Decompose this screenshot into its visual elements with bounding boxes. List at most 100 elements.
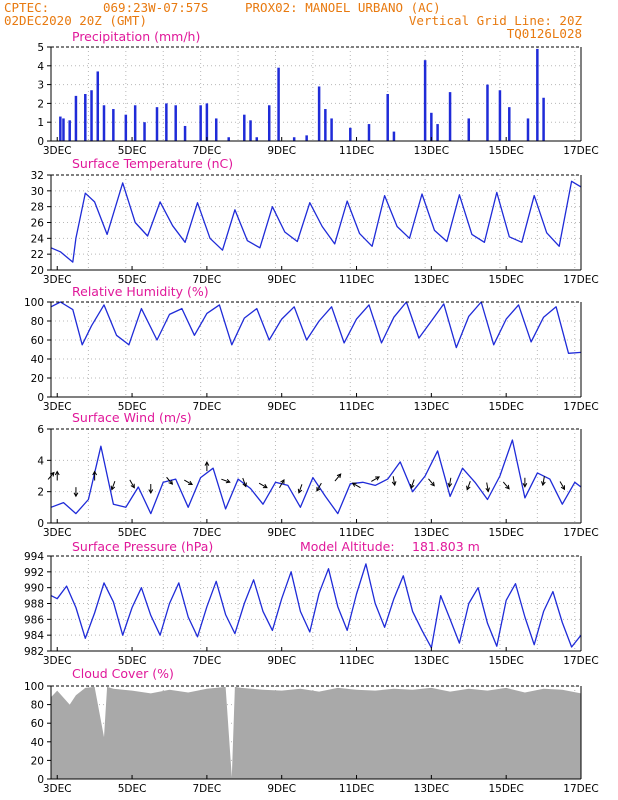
wind-arrow-head [73, 492, 79, 498]
precipitation-bar [205, 103, 209, 141]
pressure-ytick-label: 982 [24, 646, 44, 658]
temperature-panel: 20 22 24 26 28 30 32 3DEC 5DEC 7DEC 9DEC 11DEC 13DEC… [31, 156, 599, 286]
wind-arrow [466, 481, 471, 491]
wind-arrow-head [316, 486, 321, 492]
wind-arrow-head [297, 488, 303, 494]
wind-arrow [279, 479, 285, 488]
wind-arrow [447, 477, 453, 488]
wind-arrow-head [336, 473, 342, 479]
temperature-xtick-label: 3DEC [43, 274, 72, 286]
precipitation-xtick-label: 17DEC [563, 145, 598, 157]
wind-xtick-label: 7DEC [193, 527, 222, 539]
humidity-xtick-label: 11DEC [339, 401, 374, 413]
wind-arrow [242, 477, 247, 488]
precipitation-bar [292, 137, 296, 141]
precipitation-bar [277, 67, 280, 141]
precipitation-bar [430, 112, 433, 141]
temperature-xtick-label: 15DEC [488, 274, 523, 286]
precipitation-bar [133, 105, 137, 141]
precipitation-bar [423, 60, 427, 141]
precipitation-bar [330, 118, 333, 141]
humidity-ytick-label: 0 [37, 392, 44, 404]
wind-arrow-shaft [316, 482, 322, 492]
wind-arrow-head [168, 480, 174, 485]
header-grid-note: Vertical Grid Line: 20Z [408, 13, 582, 28]
wind-arrow-head [148, 489, 154, 495]
cloud-cover-xtick-label: 13DEC [414, 783, 449, 795]
wind-xtick-label: 13DEC [414, 527, 449, 539]
wind-arrow [410, 479, 415, 490]
temperature-ytick-label: 30 [31, 186, 44, 198]
wind-arrow [541, 476, 546, 487]
precipitation-xtick-label: 15DEC [488, 145, 523, 157]
wind-arrow-shaft [242, 477, 247, 487]
cloud-cover-title: Cloud Cover (%) [72, 666, 174, 681]
wind-arrow [54, 470, 60, 481]
pressure-xtick-label: 9DEC [267, 655, 296, 667]
humidity-xtick-label: 15DEC [488, 401, 523, 413]
pressure-xtick-label: 15DEC [488, 655, 523, 667]
wind-arrow [391, 476, 397, 487]
precipitation-bar [392, 131, 396, 141]
cloud-cover-area [51, 686, 581, 779]
cloud-cover-xtick-label: 9DEC [267, 783, 296, 795]
wind-arrow [221, 478, 231, 484]
precipitation-bar [96, 71, 100, 141]
wind-xtick-label: 11DEC [339, 527, 374, 539]
precipitation-xtick-label: 13DEC [414, 145, 449, 157]
cloud-cover-xtick-label: 11DEC [339, 783, 374, 795]
wind-xtick-label: 5DEC [118, 527, 147, 539]
humidity-ytick-label: 80 [31, 316, 44, 328]
temperature-ytick-label: 28 [31, 202, 44, 214]
wind-arrow-head [430, 481, 435, 487]
wind-arrow-head [188, 480, 194, 486]
wind-arrow-shaft [129, 479, 135, 488]
precipitation-bar [498, 90, 502, 141]
wind-arrow-head [242, 482, 247, 488]
humidity-ytick-label: 60 [31, 335, 44, 347]
pressure-ytick-label: 992 [24, 567, 44, 579]
pressure-xtick-label: 13DEC [414, 655, 449, 667]
header-coords: 069:23W-07:57S [103, 0, 209, 15]
model-altitude-label: Model Altitude: [300, 539, 395, 554]
wind-arrow-shaft [258, 482, 268, 489]
wind-arrow-head [54, 470, 60, 476]
wind-arrow [316, 482, 322, 492]
wind-arrow-shaft [559, 481, 565, 490]
precipitation-bar [84, 94, 87, 141]
pressure-xtick-label: 3DEC [43, 655, 72, 667]
wind-arrow-head [466, 485, 471, 491]
wind-arrow-shaft [542, 476, 545, 486]
precipitation-bar [305, 135, 308, 141]
temperature-ytick-label: 20 [31, 265, 44, 277]
temperature-xtick-label: 11DEC [339, 274, 374, 286]
header-run-time: 02DEC2020 20Z (GMT) [4, 13, 147, 28]
precipitation-bar [74, 95, 78, 141]
cloud-cover-ytick-label: 80 [31, 700, 44, 712]
pressure-ytick-label: 988 [24, 599, 44, 611]
precipitation-bar [62, 118, 65, 141]
precipitation-bar [386, 94, 389, 141]
precipitation-ytick-label: 2 [37, 98, 44, 110]
wind-xtick-label: 9DEC [267, 527, 296, 539]
precipitation-xtick-label: 11DEC [339, 145, 374, 157]
wind-arrow-head [560, 485, 566, 491]
cloud-cover-xtick-label: 7DEC [193, 783, 222, 795]
wind-arrow [204, 461, 210, 472]
temperature-xtick-label: 13DEC [414, 274, 449, 286]
cloud-cover-ytick-label: 40 [31, 737, 44, 749]
wind-arrow-head [522, 483, 528, 488]
humidity-ytick-label: 40 [31, 354, 44, 366]
pressure-title: Surface Pressure (hPa) [72, 539, 213, 554]
temperature-ytick-label: 26 [31, 218, 45, 230]
wind-arrow-shaft [392, 476, 396, 486]
precipitation-bar [486, 84, 489, 141]
wind-arrow [258, 482, 268, 489]
precipitation-ytick-label: 3 [37, 80, 44, 92]
cloud-cover-ytick-label: 100 [24, 681, 44, 693]
wind-arrow-shaft [352, 482, 361, 489]
precipitation-xtick-label: 7DEC [193, 145, 222, 157]
pressure-xtick-label: 7DEC [193, 655, 222, 667]
precipitation-xtick-label: 5DEC [118, 145, 147, 157]
model-altitude-value: 181.803 m [412, 539, 480, 554]
